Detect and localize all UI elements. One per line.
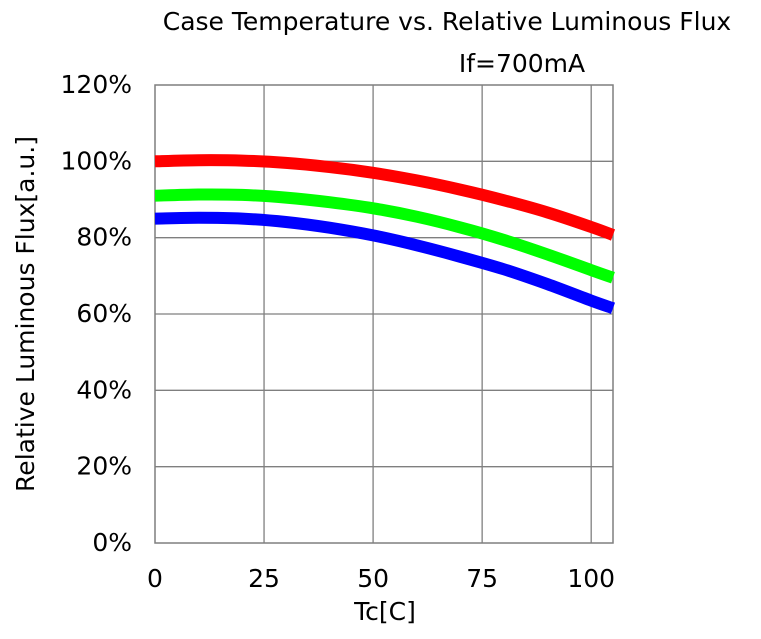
y-tick-label: 20% — [76, 452, 132, 481]
x-axis-label: Tc[C] — [353, 597, 416, 626]
y-tick-label: 80% — [76, 223, 132, 252]
x-tick-label: 0 — [147, 564, 163, 593]
y-tick-label: 60% — [76, 299, 132, 328]
series-line-2 — [154, 188, 615, 284]
y-axis-label: Relative Luminous Flux[a.u.] — [11, 136, 40, 492]
x-tick-label: 50 — [357, 564, 389, 593]
y-tick-label: 100% — [61, 146, 132, 175]
x-tick-label: 75 — [466, 564, 498, 593]
y-tick-label: 40% — [76, 375, 132, 404]
y-tick-label: 0% — [92, 528, 132, 557]
y-tick-label: 120% — [61, 70, 132, 99]
chart-title: Case Temperature vs. Relative Luminous F… — [163, 7, 731, 36]
grid — [155, 85, 613, 543]
series-line-1 — [154, 154, 616, 241]
x-tick-label: 25 — [248, 564, 280, 593]
series-line-3 — [154, 211, 616, 314]
series-layer — [154, 154, 616, 314]
plot-frame — [154, 84, 614, 544]
chart-subtitle: If=700mA — [459, 49, 585, 78]
x-tick-label: 100 — [567, 564, 615, 593]
y-tick-labels: 0% 20% 40% 60% 80% 100% 120% — [61, 70, 132, 557]
x-tick-labels: 0 25 50 75 100 — [147, 564, 615, 593]
